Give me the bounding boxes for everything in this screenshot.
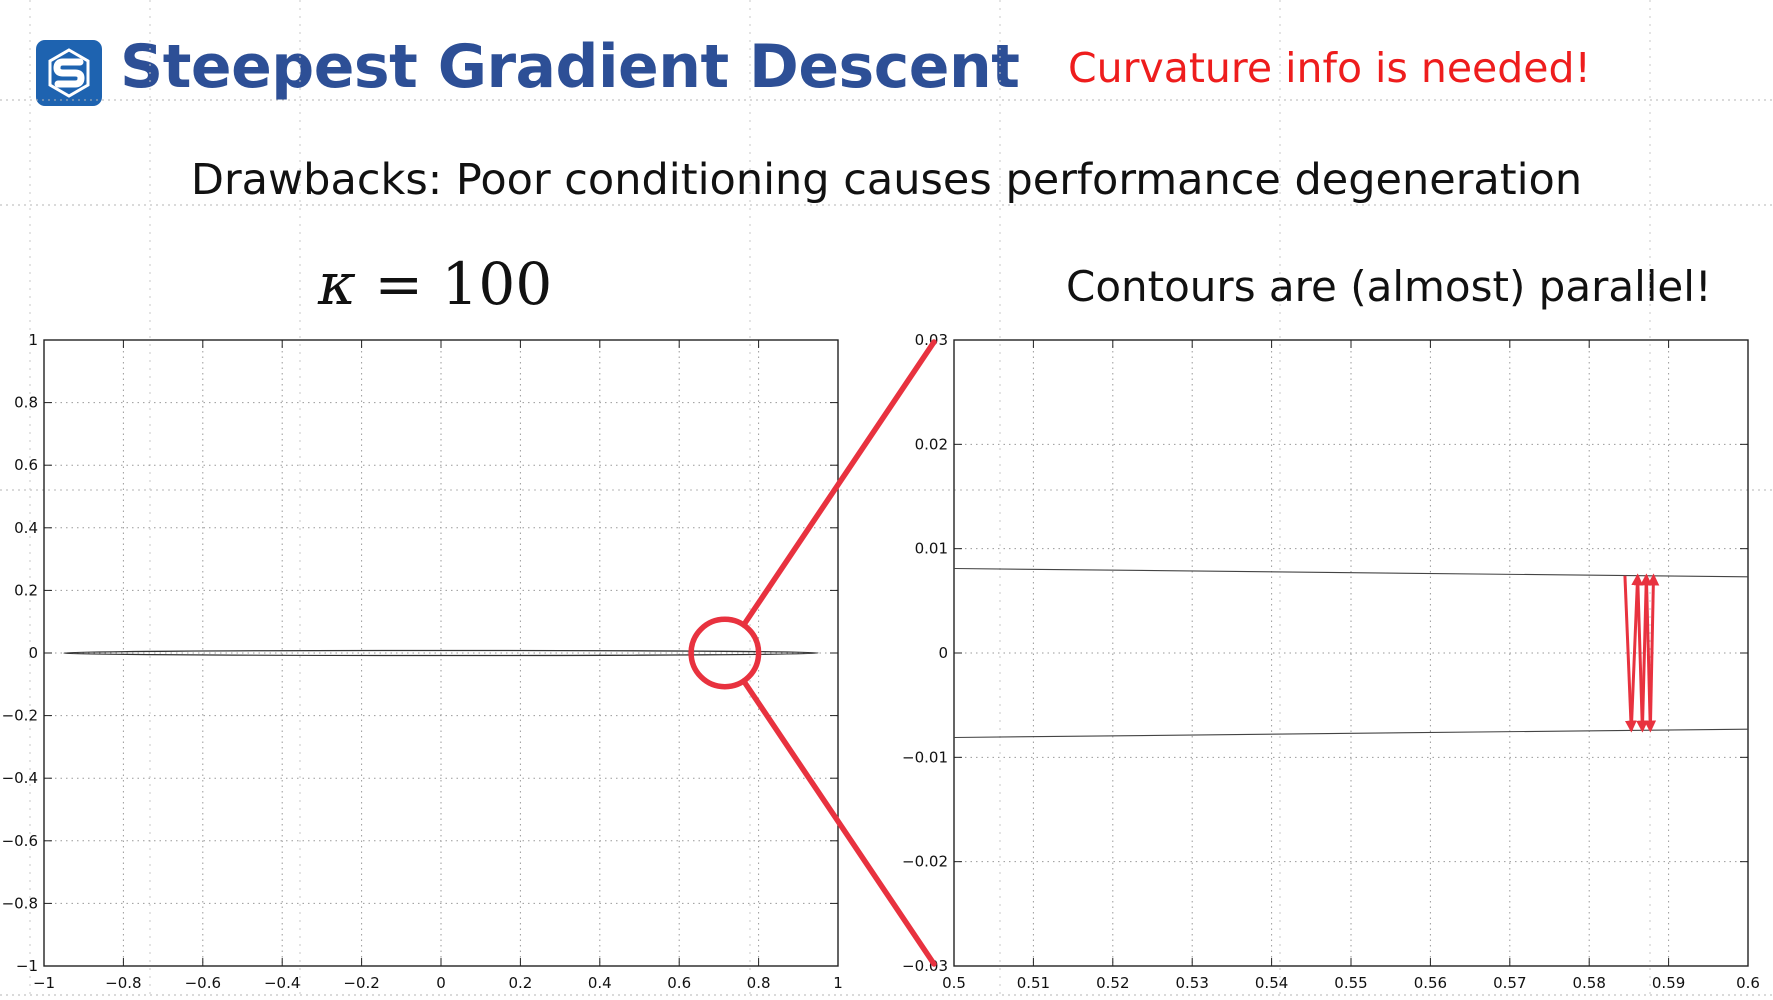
left-x-tick-label: −1 (33, 974, 55, 992)
descent-step-arrow (1647, 573, 1660, 731)
left-y-tick-label: −1 (16, 957, 38, 975)
kappa-value: = 100 (374, 250, 553, 318)
right-x-tick-label: 0.56 (1414, 974, 1447, 992)
right-y-tick-label: −0.02 (902, 853, 948, 871)
right-y-tick-label: −0.03 (902, 957, 948, 975)
right-x-tick-label: 0.59 (1652, 974, 1685, 992)
kappa-equation: κ = 100 (318, 250, 552, 318)
left-x-tick-label: 0.4 (588, 974, 612, 992)
right-chart: 0.5 0.51 0.52 0.53 0.54 0.55 0.56 0.57 0.58 0.59 0… (902, 331, 1760, 992)
left-x-tick-label: −0.6 (185, 974, 221, 992)
zoom-circle (688, 616, 762, 690)
right-y-tick-label: 0.01 (915, 540, 948, 558)
left-y-tick-label: 0.4 (14, 519, 38, 537)
left-y-tick-label: −0.2 (2, 707, 38, 725)
right-x-tick-label: 0.6 (1736, 974, 1760, 992)
right-x-tick-label: 0.52 (1096, 974, 1129, 992)
right-y-tick-label: 0 (938, 644, 948, 662)
left-x-tick-label: −0.2 (343, 974, 379, 992)
right-x-tick-label: 0.57 (1493, 974, 1526, 992)
left-x-tick-label: 1 (833, 974, 843, 992)
right-x-tick-label: 0.51 (1017, 974, 1050, 992)
left-y-tick-label: 0.6 (14, 456, 38, 474)
right-x-tick-label: 0.58 (1572, 974, 1605, 992)
contours-note: Contours are (almost) parallel! (1066, 262, 1712, 311)
left-y-tick-label: −0.4 (2, 769, 38, 787)
contour-ellipse (63, 649, 819, 657)
slide-title: Steepest Gradient Descent (120, 32, 1020, 102)
left-y-tick-label: −0.8 (2, 894, 38, 912)
descent-step-arrow (1623, 575, 1637, 733)
left-y-tick-label: 0 (28, 644, 38, 662)
left-x-tick-label: 0.8 (747, 974, 771, 992)
left-x-tick-label: −0.8 (105, 974, 141, 992)
descent-step-arrow (1629, 573, 1644, 731)
slide-subtitle: Drawbacks: Poor conditioning causes perf… (190, 155, 1583, 205)
zoom-connector-line (740, 678, 937, 967)
left-x-tick-label: 0.2 (508, 974, 532, 992)
left-x-tick-label: 0.6 (667, 974, 691, 992)
right-x-tick-label: 0.53 (1175, 974, 1208, 992)
curvature-note: Curvature info is needed! (1068, 44, 1591, 92)
right-x-tick-label: 0.55 (1334, 974, 1367, 992)
zoom-connector-line (740, 339, 937, 628)
right-y-tick-label: −0.01 (902, 748, 948, 766)
left-y-tick-label: 0.2 (14, 581, 38, 599)
left-x-tick-label: −0.4 (264, 974, 300, 992)
right-y-tick-label: 0.02 (915, 435, 948, 453)
kappa-symbol: κ (318, 250, 357, 318)
left-chart: −1 −0.8 −0.6 −0.4 −0.2 0 0.2 0.4 0.6 0.8 1 −1 −0.8 −0… (2, 331, 843, 992)
left-y-tick-label: 1 (28, 331, 38, 349)
left-y-tick-label: 0.8 (14, 394, 38, 412)
s-cube-logo-icon (36, 40, 102, 106)
left-x-tick-label: 0 (436, 974, 446, 992)
contour-line (953, 567, 1749, 578)
right-y-tick-label: 0.03 (915, 331, 948, 349)
left-y-tick-label: −0.6 (2, 832, 38, 850)
right-x-tick-label: 0.5 (942, 974, 966, 992)
right-x-tick-label: 0.54 (1255, 974, 1288, 992)
contour-line (953, 728, 1749, 739)
